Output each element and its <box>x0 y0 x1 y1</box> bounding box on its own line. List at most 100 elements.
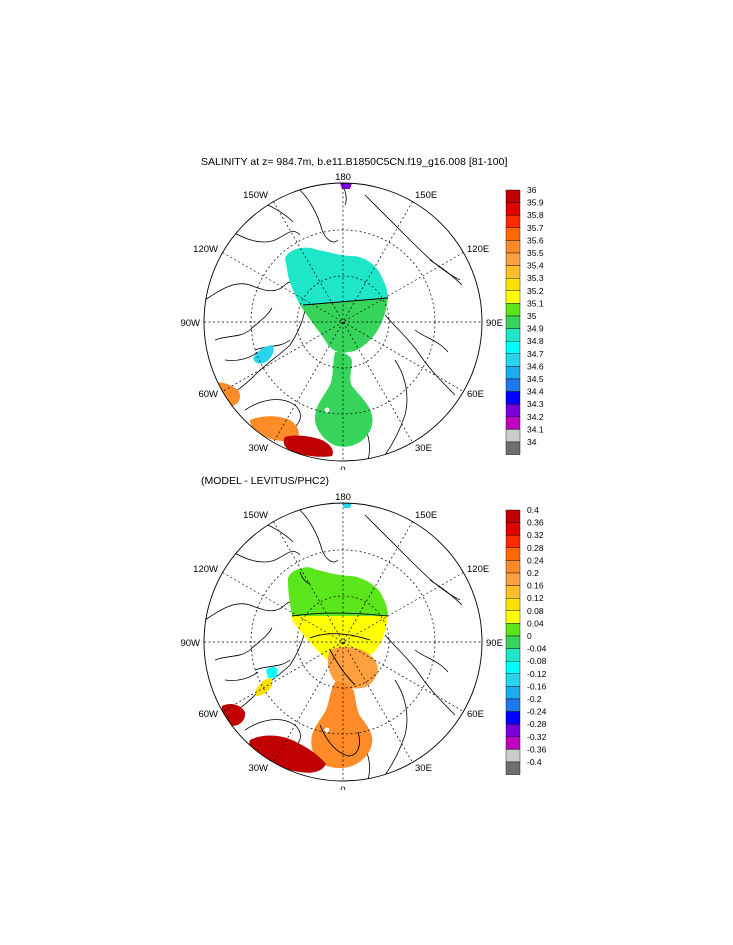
colorbar-swatch <box>505 749 521 763</box>
colorbar-swatch <box>505 736 521 750</box>
colorbar-tick-label: 35.3 <box>527 273 544 283</box>
lon-label-60w: 60W <box>198 389 218 400</box>
colorbar-tick-label: 35.9 <box>527 198 544 208</box>
colorbar-swatch <box>505 278 521 292</box>
lon-label-90e: 90E <box>486 638 503 649</box>
colorbar-tick-label: 34.3 <box>527 399 544 409</box>
lon-label-120e: 120E <box>467 244 489 255</box>
colorbar-swatch <box>505 610 521 624</box>
colorbar-tick-label: 34.7 <box>527 349 544 359</box>
colorbar-swatch <box>505 202 521 216</box>
colorbar-swatch <box>505 522 521 536</box>
north-atlantic-red-region <box>283 435 333 457</box>
panel1-title: SALINITY at z= 984.7m, b.e11.B1850C5CN.f… <box>201 156 508 168</box>
colorbar-tick-label: 0.16 <box>527 581 544 591</box>
colorbar-tick-label: 34 <box>527 437 537 447</box>
colorbar-tick-label: 35.8 <box>527 210 544 220</box>
colorbar-tick-label: 34.5 <box>527 374 544 384</box>
colorbar-swatch <box>505 534 521 548</box>
colorbar-swatch <box>505 214 521 228</box>
colorbar-tick-label: -0.24 <box>527 707 547 717</box>
lon-label-150e: 150E <box>415 190 437 201</box>
colorbar-swatch <box>505 227 521 241</box>
atlantic-inflow-salinity-region <box>315 352 373 447</box>
lon-label-30w: 30W <box>248 443 268 454</box>
colorbar-tick-label: 34.4 <box>527 387 544 397</box>
colorbar-tick-label: -0.4 <box>527 757 542 767</box>
colorbar-swatch <box>505 240 521 254</box>
colorbar-tick-label: 35.6 <box>527 235 544 245</box>
lon-label-60e: 60E <box>467 389 484 400</box>
colorbar-tick-label: -0.08 <box>527 656 547 666</box>
colorbar-swatch <box>505 547 521 561</box>
map-boundary <box>203 182 483 462</box>
colorbar-swatch <box>505 724 521 738</box>
colorbar-tick-label: 0.12 <box>527 593 544 603</box>
diff-orange-region <box>327 647 378 689</box>
colorbar-tick-label: -0.16 <box>527 681 547 691</box>
colorbar-tick-label: 0.04 <box>527 618 544 628</box>
colorbar-tick-label: 0.24 <box>527 555 544 565</box>
colorbar-swatch <box>505 441 521 455</box>
colorbar-tick-label: -0.2 <box>527 694 542 704</box>
labrador-diff-patch <box>256 678 272 696</box>
lon-label-30e: 30E <box>415 763 432 774</box>
lon-label-0: 0 <box>340 465 345 470</box>
lon-label-0: 0 <box>340 785 345 790</box>
colorbar-swatch <box>505 686 521 700</box>
colorbar-swatch <box>505 509 521 523</box>
colorbar-tick-label: 34.8 <box>527 336 544 346</box>
colorbar-tick-label: 0.08 <box>527 606 544 616</box>
bering-strait-purple <box>340 183 352 189</box>
colorbar-swatch <box>505 572 521 586</box>
colorbar-swatch <box>505 303 521 317</box>
colorbar-swatch <box>505 635 521 649</box>
colorbar-swatch <box>505 648 521 662</box>
diff-darkred-region-2 <box>249 735 326 773</box>
labrador-diff-patch-cyan <box>266 667 278 678</box>
map-boundary <box>203 502 483 782</box>
colorbar-tick-label: -0.12 <box>527 669 547 679</box>
colorbar-swatch <box>505 290 521 304</box>
lon-label-120w: 120W <box>193 564 218 575</box>
arctic-deep-salinity-region <box>300 298 388 353</box>
colorbar-tick-label: -0.04 <box>527 644 547 654</box>
colorbar-tick-label: 0.32 <box>527 530 544 540</box>
colorbar-tick-label: 35.4 <box>527 261 544 271</box>
bering-strait-cyan <box>342 503 352 508</box>
panel1-map: 180 0 90W 90E 150W 150E 120W 120E 60W 60… <box>180 172 544 470</box>
colorbar-swatch <box>505 673 521 687</box>
labrador-salinity-patch <box>253 345 274 364</box>
lon-label-30e: 30E <box>415 443 432 454</box>
colorbar-swatch <box>505 698 521 712</box>
diff-orange-atlantic <box>311 682 373 769</box>
lon-label-180: 180 <box>335 172 351 183</box>
lon-label-180: 180 <box>335 492 351 503</box>
colorbar-tick-label: 35.1 <box>527 298 544 308</box>
colorbar-tick-label: 35 <box>527 311 537 321</box>
colorbar-tick-label: 35.5 <box>527 248 544 258</box>
lon-label-90e: 90E <box>486 318 503 329</box>
colorbar-tick-label: 34.9 <box>527 324 544 334</box>
lon-label-60e: 60E <box>467 709 484 720</box>
colorbar-tick-label: 0.4 <box>527 505 539 515</box>
graticule <box>204 503 482 781</box>
colorbar-tick-label: -0.28 <box>527 719 547 729</box>
lon-label-150e: 150E <box>415 510 437 521</box>
colorbar-tick-label: 0.28 <box>527 543 544 553</box>
colorbar-swatch <box>505 623 521 637</box>
colorbar-tick-label: 36 <box>527 185 537 195</box>
colorbar-swatch <box>505 661 521 675</box>
lon-label-90w: 90W <box>180 638 200 649</box>
colorbar-swatch <box>505 252 521 266</box>
panel1-colorbar: 36 35.9 35.8 35.7 35.6 35.5 35.4 35.3 35.2 35.1 35… <box>505 185 544 455</box>
colorbar-tick-label: 0.2 <box>527 568 539 578</box>
arctic-shelf-salinity-region <box>285 247 388 305</box>
colorbar-tick-label: 0 <box>527 631 532 641</box>
colorbar-swatch <box>505 711 521 725</box>
colorbar-tick-label: -0.36 <box>527 744 547 754</box>
colorbar-tick-label: 34.1 <box>527 424 544 434</box>
panel2-title: (MODEL - LEVITUS/PHC2) <box>201 475 329 487</box>
colorbar-swatch <box>505 585 521 599</box>
colorbar-tick-label: 35.2 <box>527 286 544 296</box>
